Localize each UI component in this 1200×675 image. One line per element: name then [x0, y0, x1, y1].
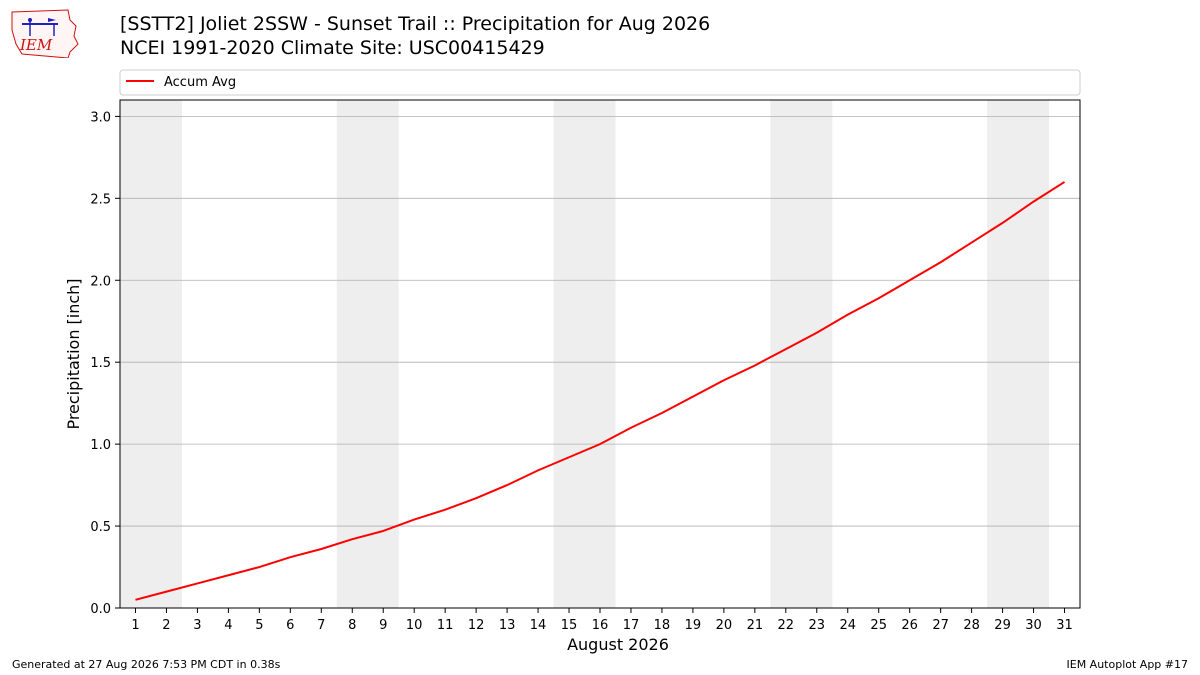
- x-tick-label: 26: [901, 618, 918, 633]
- y-tick-label: 3.0: [90, 110, 111, 125]
- x-tick-label: 6: [286, 618, 294, 633]
- y-tick-label: 0.5: [90, 520, 111, 535]
- legend-box: [119, 69, 1081, 96]
- y-tick-label: 1.0: [90, 438, 111, 453]
- weekend-band: [336, 100, 399, 608]
- y-tick-label: 1.5: [90, 356, 111, 371]
- x-tick-label: 22: [778, 618, 795, 633]
- x-tick-label: 17: [623, 618, 640, 633]
- chart-title: [SSTT2] Joliet 2SSW - Sunset Trail :: Pr…: [120, 13, 711, 35]
- series-line-accum-avg: [135, 181, 1066, 601]
- x-tick-label: 11: [437, 618, 454, 633]
- title-block: [SSTT2] Joliet 2SSW - Sunset Trail :: Pr…: [120, 12, 710, 60]
- y-tick-label: 2.5: [90, 192, 111, 207]
- x-tick-label: 16: [592, 618, 609, 633]
- x-tick-label: 25: [870, 618, 887, 633]
- y-axis-label: Precipitation [inch]: [64, 278, 83, 429]
- x-tick-label: 13: [499, 618, 516, 633]
- logo-text: IEM: [19, 36, 53, 54]
- plot-frame: [119, 99, 1081, 609]
- x-tick-label: 30: [1025, 618, 1042, 633]
- x-tick-label: 29: [994, 618, 1011, 633]
- x-tick-label: 9: [379, 618, 387, 633]
- y-tick-label: 2.0: [90, 274, 111, 289]
- x-tick-label: 24: [839, 618, 856, 633]
- x-tick-label: 28: [963, 618, 980, 633]
- weekend-band: [770, 100, 833, 608]
- x-tick-label: 4: [224, 618, 232, 633]
- x-tick-label: 12: [468, 618, 485, 633]
- generated-footer: Generated at 27 Aug 2026 7:53 PM CDT in …: [12, 658, 281, 671]
- x-tick-label: 5: [255, 618, 263, 633]
- x-tick-label: 15: [561, 618, 578, 633]
- y-tick-label: 0.0: [90, 602, 111, 617]
- x-tick-label: 1: [131, 618, 139, 633]
- app-footer: IEM Autoplot App #17: [1066, 658, 1189, 671]
- x-axis-label: August 2026: [567, 635, 669, 654]
- weekend-band: [987, 100, 1050, 608]
- legend-label-accum-avg: Accum Avg: [164, 75, 236, 90]
- x-tick-label: 7: [317, 618, 325, 633]
- x-tick-label: 27: [932, 618, 949, 633]
- x-tick-label: 2: [162, 618, 170, 633]
- x-tick-label: 20: [716, 618, 733, 633]
- x-tick-label: 18: [654, 618, 671, 633]
- x-tick-label: 21: [747, 618, 764, 633]
- x-tick-label: 3: [193, 618, 201, 633]
- x-tick-label: 19: [685, 618, 702, 633]
- x-tick-label: 23: [809, 618, 826, 633]
- x-tick-label: 10: [406, 618, 423, 633]
- weekend-band: [120, 100, 182, 608]
- iem-logo: IEM: [11, 9, 79, 58]
- weekend-band: [553, 100, 616, 608]
- x-tick-label: 14: [530, 618, 547, 633]
- chart-subtitle: NCEI 1991-2020 Climate Site: USC00415429: [120, 37, 545, 59]
- x-tick-label: 31: [1056, 618, 1073, 633]
- x-tick-label: 8: [348, 618, 356, 633]
